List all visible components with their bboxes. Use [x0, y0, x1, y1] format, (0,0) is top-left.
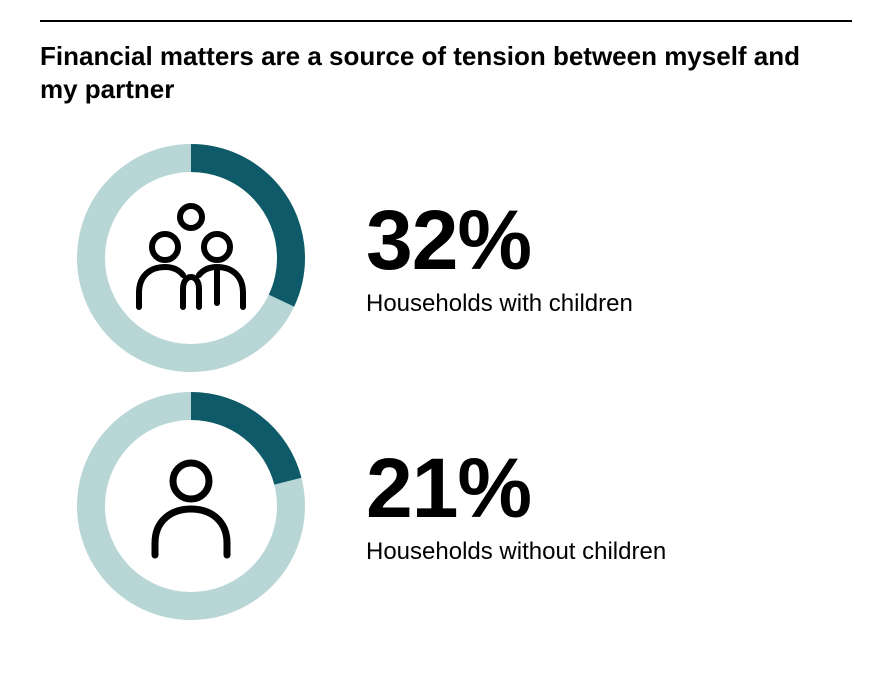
stat-percent: 32%	[366, 198, 633, 282]
stat-label: Households with children	[366, 290, 633, 318]
stat-percent: 21%	[366, 446, 666, 530]
person-icon	[76, 391, 306, 621]
family-icon	[76, 143, 306, 373]
stat-label: Households without children	[366, 538, 666, 566]
donut-households-with-children	[76, 143, 306, 373]
stat-row: 32% Households with children	[76, 143, 852, 373]
chart-title: Financial matters are a source of tensio…	[40, 40, 820, 105]
top-rule	[40, 20, 852, 22]
donut-households-without-children	[76, 391, 306, 621]
stat-row: 21% Households without children	[76, 391, 852, 621]
stat-text: 32% Households with children	[366, 198, 633, 318]
stat-text: 21% Households without children	[366, 446, 666, 566]
